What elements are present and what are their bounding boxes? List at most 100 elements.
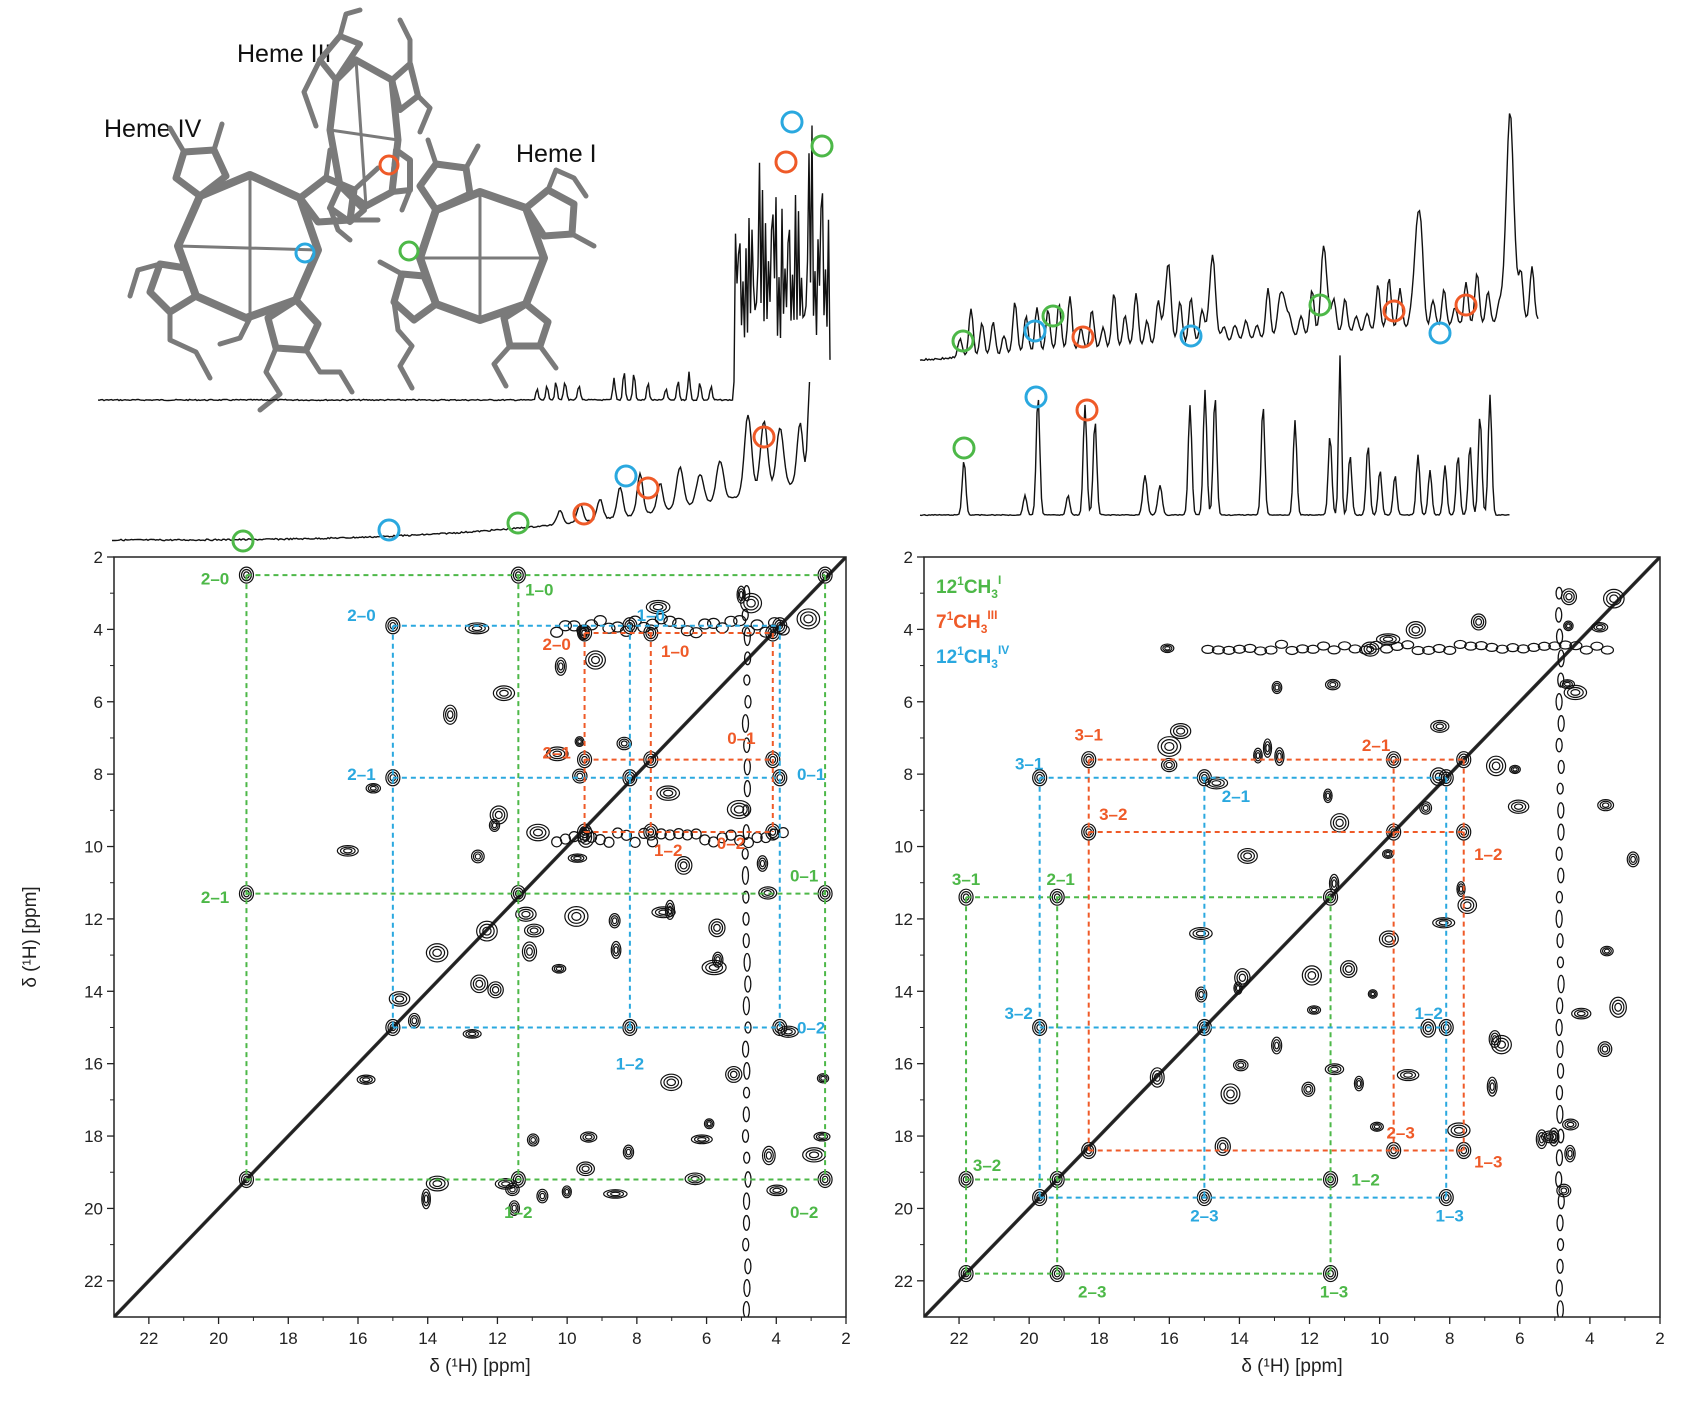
cross-peak-extra bbox=[1162, 644, 1173, 652]
cross-peak-band bbox=[1527, 642, 1541, 652]
cross-peak-extra bbox=[470, 849, 485, 864]
cross-peak-extra bbox=[726, 799, 752, 820]
spectrum-right-top bbox=[919, 113, 1539, 362]
cross-peak-extra bbox=[488, 818, 501, 833]
noise-ridge bbox=[743, 1151, 751, 1164]
cross-peak-extra bbox=[1602, 588, 1625, 609]
cross-peak-extra bbox=[1405, 621, 1426, 639]
one-d-spectra bbox=[97, 110, 1539, 553]
cross-peak-extra bbox=[1491, 1034, 1512, 1055]
peak-marker-green bbox=[951, 329, 975, 353]
cross-peak bbox=[1032, 1018, 1048, 1037]
noise-ridge bbox=[743, 780, 752, 798]
cross-peak-band bbox=[673, 828, 685, 840]
cross-peak-extra bbox=[815, 1132, 829, 1141]
cross-peak-extra bbox=[1192, 928, 1210, 939]
y-tick-label: 16 bbox=[894, 1055, 913, 1074]
cross-peak-extra bbox=[766, 1184, 788, 1197]
noise-ridge bbox=[1555, 1084, 1564, 1101]
cross-peak-extra bbox=[1603, 948, 1611, 954]
cross-peak-extra bbox=[428, 945, 446, 960]
heme-iv-marker bbox=[294, 242, 316, 264]
noise-ridge bbox=[1555, 1171, 1563, 1188]
cross-peak-extra bbox=[693, 1135, 710, 1143]
cross-peak-label-orange: 3–1 bbox=[1075, 725, 1103, 744]
cross-peak-extra bbox=[1329, 681, 1337, 688]
cross-peak-extra bbox=[608, 913, 621, 929]
cross-peak-band bbox=[698, 618, 712, 630]
y-tick-label: 14 bbox=[84, 982, 103, 1001]
cross-peak-extra bbox=[1237, 847, 1258, 864]
cross-peak-extra bbox=[1496, 1040, 1507, 1049]
cross-peak-extra bbox=[1457, 896, 1478, 915]
cross-peak-extra bbox=[1597, 798, 1615, 812]
cross-peak-extra bbox=[521, 941, 538, 962]
heme-i-marker bbox=[398, 240, 420, 262]
x-tick-label: 18 bbox=[279, 1329, 298, 1348]
cross-peak-band bbox=[1453, 639, 1467, 650]
cross-peak-extra bbox=[666, 1078, 677, 1087]
cross-peak-extra bbox=[509, 1186, 516, 1193]
cross-peak-band bbox=[742, 836, 755, 849]
cross-peak-extra bbox=[432, 1179, 443, 1188]
noise-ridge bbox=[743, 627, 751, 647]
cross-peak-label-orange: 1–2 bbox=[1474, 845, 1502, 864]
cross-peak-extra bbox=[564, 1188, 570, 1195]
cross-peak-extra bbox=[487, 981, 504, 999]
cross-peak-extra bbox=[1563, 681, 1571, 687]
cross-peak-extra bbox=[1491, 1035, 1498, 1043]
x-tick-label: 14 bbox=[1230, 1329, 1249, 1348]
cross-peak-extra bbox=[616, 736, 632, 751]
noise-ridge bbox=[741, 1040, 750, 1058]
cross-peak-extra bbox=[1600, 945, 1614, 957]
cross-peak-band bbox=[672, 617, 686, 629]
cross-peak-extra bbox=[1558, 1185, 1570, 1196]
cross-peak-extra bbox=[1330, 1066, 1339, 1072]
cross-peak-extra bbox=[482, 926, 492, 936]
peak-marker-green bbox=[231, 529, 255, 553]
cross-peak-label-green: 0–2 bbox=[790, 1203, 818, 1222]
x-tick-label: 20 bbox=[1020, 1329, 1039, 1348]
noise-ridge bbox=[1557, 715, 1565, 732]
cross-peak-extra bbox=[471, 625, 483, 632]
cross-peak-extra bbox=[429, 1177, 446, 1190]
y-tick-label: 6 bbox=[94, 693, 103, 712]
cross-peak-extra bbox=[769, 1186, 785, 1195]
cross-peak-extra bbox=[1403, 1072, 1413, 1078]
cross-peak-extra bbox=[1422, 1021, 1435, 1035]
cross-peak-extra bbox=[1564, 1120, 1577, 1129]
cross-peak-extra bbox=[1611, 999, 1625, 1015]
cross-peak-label-blue: 2–0 bbox=[347, 606, 375, 625]
cross-peak-extra bbox=[1559, 679, 1576, 690]
cross-peak-extra bbox=[529, 927, 539, 934]
x-tick-label: 22 bbox=[139, 1329, 158, 1348]
cross-peak-extra bbox=[606, 1190, 625, 1198]
cross-peak-band bbox=[777, 826, 789, 839]
cross-peak-extra bbox=[664, 899, 676, 921]
noise-ridge bbox=[742, 1237, 750, 1252]
y-tick-label: 22 bbox=[84, 1272, 103, 1291]
cross-peak-band bbox=[715, 622, 729, 634]
noise-ridge bbox=[742, 1214, 751, 1231]
cross-peak-extra bbox=[1422, 804, 1429, 812]
cross-peak-extra bbox=[1324, 678, 1341, 691]
x-axis-label: δ (¹H) [ppm] bbox=[429, 1356, 530, 1377]
cross-peak-extra bbox=[1324, 1063, 1345, 1076]
x-tick-label: 18 bbox=[1090, 1329, 1109, 1348]
cross-peak-label-orange: 2–1 bbox=[1362, 736, 1390, 755]
cross-peak-extra bbox=[1470, 613, 1487, 631]
noise-ridge bbox=[742, 1300, 751, 1317]
cross-peak-band bbox=[1264, 645, 1278, 655]
cross-peak-label-green: 1–2 bbox=[504, 1203, 532, 1222]
cross-peak-extra bbox=[554, 657, 567, 676]
y-tick-label: 6 bbox=[904, 693, 913, 712]
noise-ridge bbox=[1556, 1063, 1565, 1079]
noise-ridge bbox=[741, 1129, 750, 1143]
cross-peak-extra bbox=[613, 945, 619, 954]
cross-peak-band bbox=[767, 617, 782, 629]
cross-peak-extra bbox=[1211, 780, 1222, 786]
cross-peak-extra bbox=[1235, 985, 1241, 992]
cross-peak-extra bbox=[582, 1132, 595, 1142]
cross-peak-extra bbox=[1172, 725, 1189, 737]
cross-peak-extra bbox=[1323, 788, 1333, 804]
